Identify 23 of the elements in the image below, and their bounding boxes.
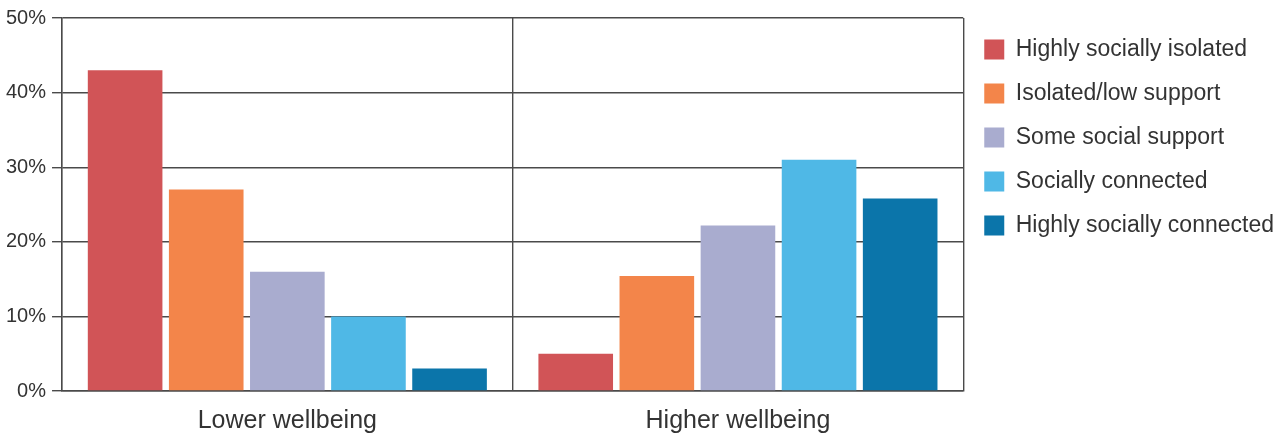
bar — [250, 271, 325, 391]
y-tick-label: 10% — [6, 303, 47, 326]
x-tick-label: Higher wellbeing — [645, 404, 831, 433]
bar — [412, 368, 487, 391]
bar — [781, 159, 857, 391]
legend-label: Highly socially connected — [1015, 210, 1275, 237]
bar — [700, 225, 776, 391]
y-tick-label: 50% — [6, 5, 47, 28]
bar — [87, 70, 163, 391]
bar — [331, 316, 406, 391]
bar — [538, 353, 614, 391]
legend-label: Isolated/low support — [1015, 78, 1221, 105]
y-tick-label: 0% — [17, 378, 47, 401]
legend-label: Socially connected — [1015, 166, 1208, 193]
bar — [168, 189, 244, 391]
bar — [619, 276, 695, 391]
x-tick-label: Lower wellbeing — [197, 404, 377, 433]
legend-label: Highly socially isolated — [1015, 34, 1248, 61]
bar — [862, 198, 938, 391]
y-tick-label: 40% — [6, 80, 47, 103]
y-tick-label: 30% — [6, 154, 47, 177]
y-tick-label: 20% — [6, 229, 47, 252]
legend-label: Some social support — [1015, 122, 1225, 149]
